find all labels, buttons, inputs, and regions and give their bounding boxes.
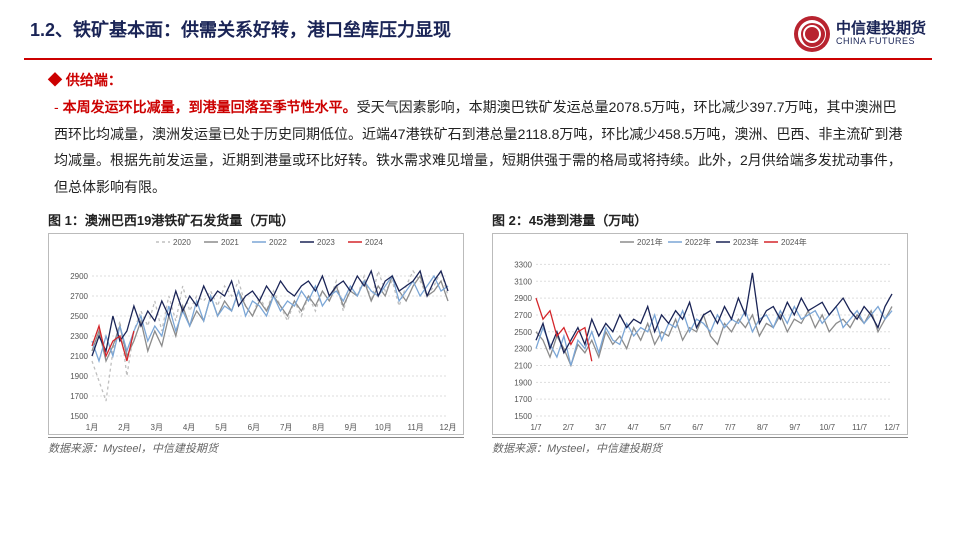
svg-text:2021年: 2021年 [637,237,663,247]
svg-text:2500: 2500 [514,328,532,337]
svg-text:3100: 3100 [514,278,532,287]
svg-text:12/7: 12/7 [884,423,900,432]
svg-text:3/7: 3/7 [595,423,607,432]
chart2: 1500 1700 1900 2100 2300 2500 2700 2900 3100 3300… [492,233,908,435]
svg-text:2022: 2022 [269,238,287,247]
svg-text:11月: 11月 [407,423,423,432]
svg-text:2024: 2024 [365,238,383,247]
svg-text:2023: 2023 [317,238,335,247]
svg-text:2900: 2900 [70,272,88,281]
chart1: 1500 1700 1900 2100 2300 2500 2700 2900 1月 2月 3月 4月… [48,233,464,435]
svg-text:8/7: 8/7 [757,423,769,432]
svg-text:9月: 9月 [345,423,357,432]
chart2-title: 图 2：45港到港量（万吨） [492,210,908,229]
svg-text:1900: 1900 [514,379,532,388]
section-body: -本周发运环比减量，到港量回落至季节性水平。受天气因素影响，本期澳巴铁矿发运总量… [54,94,908,200]
svg-text:4月: 4月 [183,423,195,432]
svg-text:1月: 1月 [86,423,98,432]
svg-text:10/7: 10/7 [819,423,835,432]
svg-text:7/7: 7/7 [725,423,737,432]
svg-text:2300: 2300 [514,345,532,354]
svg-text:1/7: 1/7 [530,423,542,432]
brand-logo: 中信建投期货 CHINA FUTURES [794,16,926,52]
chart2-source: 数据来源：Mysteel，中信建投期货 [492,437,908,456]
svg-text:3月: 3月 [151,423,163,432]
svg-text:6/7: 6/7 [692,423,704,432]
svg-text:2020: 2020 [173,238,191,247]
svg-text:1700: 1700 [70,392,88,401]
page-title: 1.2、铁矿基本面：供需关系好转，港口垒库压力显现 [30,16,451,42]
svg-text:11/7: 11/7 [852,423,868,432]
svg-text:1900: 1900 [70,372,88,381]
chart1-title: 图 1：澳洲巴西19港铁矿石发货量（万吨） [48,210,464,229]
svg-text:8月: 8月 [312,423,324,432]
svg-text:5/7: 5/7 [660,423,672,432]
svg-text:2月: 2月 [118,423,130,432]
svg-text:2/7: 2/7 [563,423,575,432]
section-emphasis: 本周发运环比减量，到港量回落至季节性水平。 [63,99,357,115]
svg-text:2021: 2021 [221,238,239,247]
svg-text:2300: 2300 [70,332,88,341]
svg-text:1500: 1500 [70,412,88,421]
svg-text:2022年: 2022年 [685,237,711,247]
svg-text:5月: 5月 [215,423,227,432]
logo-icon [794,16,830,52]
svg-text:9/7: 9/7 [789,423,801,432]
svg-text:2100: 2100 [70,352,88,361]
svg-text:1500: 1500 [514,412,532,421]
svg-text:2900: 2900 [514,294,532,303]
svg-text:2024年: 2024年 [781,237,807,247]
svg-text:6月: 6月 [248,423,260,432]
svg-text:2700: 2700 [514,311,532,320]
logo-en: CHINA FUTURES [836,37,926,47]
svg-text:2500: 2500 [70,312,88,321]
svg-text:2023年: 2023年 [733,237,759,247]
svg-text:10月: 10月 [375,423,392,432]
section-head: 供给端： [48,70,908,90]
svg-text:4/7: 4/7 [628,423,640,432]
svg-text:1700: 1700 [514,396,532,405]
chart1-source: 数据来源：Mysteel，中信建投期货 [48,437,464,456]
logo-cn: 中信建投期货 [836,21,926,38]
svg-text:3300: 3300 [514,261,532,270]
svg-text:7月: 7月 [280,423,292,432]
svg-text:2700: 2700 [70,292,88,301]
svg-text:2100: 2100 [514,362,532,371]
svg-text:12月: 12月 [440,423,457,432]
